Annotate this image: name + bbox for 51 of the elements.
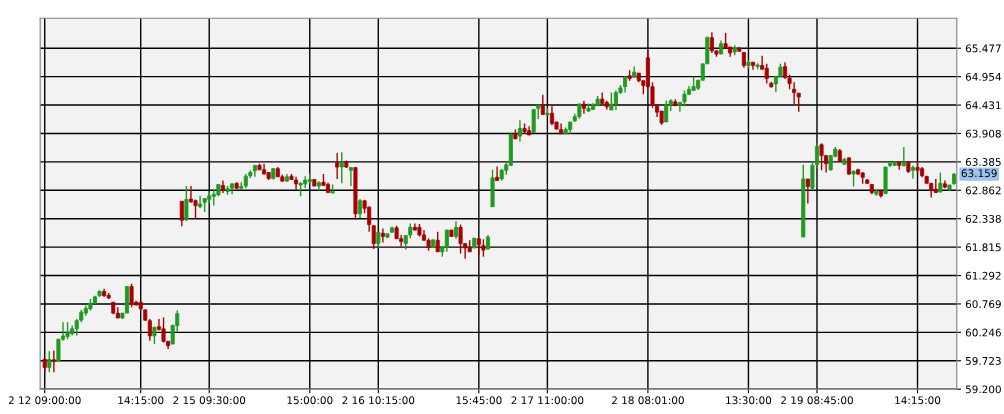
y-tick-label: 65.477 (965, 44, 1001, 53)
x-tick-label: 2 16 10:15:00 (342, 396, 415, 405)
y-tick-label: 60.769 (965, 300, 1001, 309)
candlestick (435, 230, 440, 253)
candlestick (495, 165, 500, 182)
candlestick (47, 350, 52, 374)
candlestick (339, 151, 344, 185)
x-tick-label: 14:15:00 (895, 396, 941, 405)
candlestick (51, 349, 56, 374)
candlestick (129, 283, 134, 308)
annotation: 63.159 (961, 169, 997, 178)
candlestick (901, 146, 906, 167)
candlestick (358, 198, 363, 219)
x-tick-label: 15:00:00 (287, 396, 333, 405)
candlestick (335, 152, 340, 180)
candlestick (819, 142, 824, 171)
candlestick (184, 185, 189, 223)
y-tick-label: 60.246 (965, 328, 1001, 337)
candlestick (805, 178, 810, 205)
y-tick-label: 63.908 (965, 129, 1001, 138)
candlestick (380, 227, 385, 244)
x-tick-label: 13:30:00 (726, 396, 772, 405)
y-tick-label: 62.862 (965, 186, 1001, 195)
x-tick-label: 2 12 09:00:00 (8, 396, 81, 405)
candlestick (444, 229, 449, 253)
candlestick (938, 171, 943, 194)
y-tick-label: 61.292 (965, 271, 1001, 280)
candlestick (348, 166, 353, 187)
candlestick (910, 164, 915, 180)
x-tick-label: 15:45:00 (456, 396, 502, 405)
candlestick (664, 100, 669, 123)
x-tick-label: 2 17 11:00:00 (511, 396, 584, 405)
candlestick (161, 316, 166, 344)
x-tick-label: 2 19 08:45:00 (781, 396, 853, 405)
y-tick-label: 63.385 (965, 158, 1001, 166)
x-tick-label: 14:15:00 (118, 396, 164, 405)
x-tick-label: 2 18 08:01:00 (612, 396, 684, 405)
candlestick (458, 223, 463, 255)
candlestick (198, 195, 203, 209)
y-tick-label: 59.200 (965, 385, 1001, 394)
x-tick-label: 2 15 09:30:00 (173, 396, 246, 405)
candlestick (764, 63, 769, 85)
y-tick-label: 64.431 (965, 101, 1001, 110)
y-tick-label: 61.815 (965, 243, 1001, 252)
candlestick (517, 119, 522, 143)
y-tick-label: 64.954 (965, 72, 1002, 81)
candlestick (179, 200, 184, 227)
y-tick-label: 59.723 (965, 356, 1001, 365)
y-tick-label: 62.338 (965, 214, 1001, 223)
candlestick (531, 108, 536, 133)
candlestick (540, 94, 545, 116)
